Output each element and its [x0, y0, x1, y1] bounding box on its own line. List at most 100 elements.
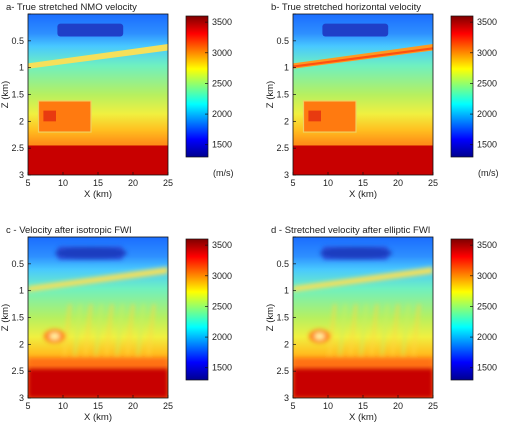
colorbar-tick-label: 1500: [477, 363, 497, 373]
anomaly-highlight: [49, 332, 60, 340]
x-tick-label: 25: [428, 178, 438, 188]
y-tick-label: 1: [19, 286, 24, 296]
y-tick-label: 0.5: [11, 36, 24, 46]
y-axis-label: Z (km): [0, 81, 11, 108]
dipping-layer-core: [293, 47, 433, 68]
y-tick-label: 2: [19, 116, 24, 126]
panel-title: d - Stretched velocity after elliptic FW…: [271, 225, 430, 236]
y-tick-label: 3: [19, 170, 24, 180]
colorbar-tick-label: 3500: [212, 17, 232, 27]
colorbar-tick-label: 3000: [212, 48, 232, 58]
colorbar-tick-label: 2500: [212, 301, 232, 311]
x-tick-label: 20: [128, 178, 138, 188]
x-axis-label: X (km): [349, 412, 377, 423]
x-tick-label: 10: [323, 401, 333, 411]
colorbar-tick-label: 2000: [477, 332, 497, 342]
x-tick-label: 15: [358, 178, 368, 188]
y-tick-label: 2.5: [11, 366, 24, 376]
x-axis-label: X (km): [84, 189, 112, 200]
y-tick-label: 3: [19, 393, 24, 403]
dipping-layer: [28, 267, 168, 292]
y-tick-label: 2.5: [276, 143, 289, 153]
y-tick-label: 1: [284, 63, 289, 73]
heatmap: [293, 14, 433, 175]
colorbar-tick-label: 2500: [212, 78, 232, 88]
y-tick-label: 2.5: [11, 143, 24, 153]
x-tick-label: 15: [358, 401, 368, 411]
colorbar-tick-label: 2500: [477, 301, 497, 311]
y-tick-label: 1.5: [276, 313, 289, 323]
colorbar-tick-label: 1500: [212, 140, 232, 150]
x-axis-label: X (km): [349, 189, 377, 200]
x-tick-label: 15: [93, 401, 103, 411]
x-tick-label: 10: [58, 401, 68, 411]
colorbar-tick-label: 3500: [477, 240, 497, 250]
colorbar: 3500 3000 2500 2000 1500 (m/s): [450, 15, 499, 178]
x-tick-label: 5: [290, 401, 295, 411]
panel-c: c - Velocity after isotropic FWI 5 10 15 20 2…: [0, 225, 232, 423]
colorbar: 3500 3000 2500 2000 1500 (m/s): [185, 15, 234, 178]
panel-d: d - Stretched velocity after elliptic FW…: [265, 225, 497, 423]
x-tick-label: 20: [393, 401, 403, 411]
colorbar-tick-label: 2000: [212, 109, 232, 119]
y-tick-label: 1.5: [11, 90, 24, 100]
x-tick-label: 5: [25, 401, 30, 411]
colorbar: 3500 3000 2500 2000 1500: [450, 238, 497, 381]
panel-title: b- True stretched horizontal velocity: [271, 2, 421, 13]
x-axis-label: X (km): [84, 412, 112, 423]
y-axis-label: Z (km): [0, 304, 11, 331]
x-tick-label: 20: [393, 178, 403, 188]
colorbar-tick-label: 1500: [212, 363, 232, 373]
dipping-layer: [293, 267, 433, 292]
colorbar-tick-label: 3500: [477, 17, 497, 27]
heatmap: [28, 237, 168, 398]
x-tick-label: 5: [25, 178, 30, 188]
y-tick-label: 0.5: [11, 259, 24, 269]
x-tick-label: 20: [128, 401, 138, 411]
high-velocity-block-core: [43, 110, 56, 122]
colorbar-tick-label: 2000: [477, 109, 497, 119]
y-tick-label: 2: [19, 339, 24, 349]
y-tick-label: 1.5: [11, 313, 24, 323]
bottom-high-velocity-layer: [293, 368, 433, 398]
y-tick-label: 2: [284, 116, 289, 126]
heatmap: [28, 14, 168, 175]
x-tick-label: 25: [163, 178, 173, 188]
high-velocity-block-core: [308, 110, 321, 122]
x-tick-label: 10: [58, 178, 68, 188]
panel-title: c - Velocity after isotropic FWI: [6, 225, 132, 236]
x-tick-label: 15: [93, 178, 103, 188]
y-tick-label: 3: [284, 393, 289, 403]
colorbar-tick-label: 3000: [212, 271, 232, 281]
colorbar-unit: (m/s): [478, 168, 499, 178]
y-tick-label: 2.5: [276, 366, 289, 376]
lens-smear: [320, 247, 392, 260]
x-tick-label: 10: [323, 178, 333, 188]
bottom-high-velocity-layer: [28, 145, 168, 175]
colorbar: 3500 3000 2500 2000 1500: [185, 238, 232, 381]
low-velocity-lens: [322, 23, 389, 37]
colorbar-tick-label: 3000: [477, 48, 497, 58]
x-tick-label: 25: [428, 401, 438, 411]
bottom-high-velocity-layer: [293, 145, 433, 175]
y-tick-label: 1: [284, 286, 289, 296]
y-tick-label: 0.5: [276, 36, 289, 46]
colorbar-tick-label: 2500: [477, 78, 497, 88]
colorbar-unit: (m/s): [213, 168, 234, 178]
y-tick-label: 0.5: [276, 259, 289, 269]
y-tick-label: 2: [284, 339, 289, 349]
lens-smear: [55, 247, 127, 260]
colorbar-tick-label: 3000: [477, 271, 497, 281]
y-tick-label: 1: [19, 63, 24, 73]
colorbar-tick-label: 3500: [212, 240, 232, 250]
x-tick-label: 25: [163, 401, 173, 411]
heatmap: [293, 237, 433, 398]
dipping-layer: [28, 44, 168, 69]
panel-title: a- True stretched NMO velocity: [6, 2, 137, 13]
colorbar-tick-label: 1500: [477, 140, 497, 150]
bottom-high-velocity-layer: [28, 368, 168, 398]
low-velocity-lens: [57, 23, 124, 37]
